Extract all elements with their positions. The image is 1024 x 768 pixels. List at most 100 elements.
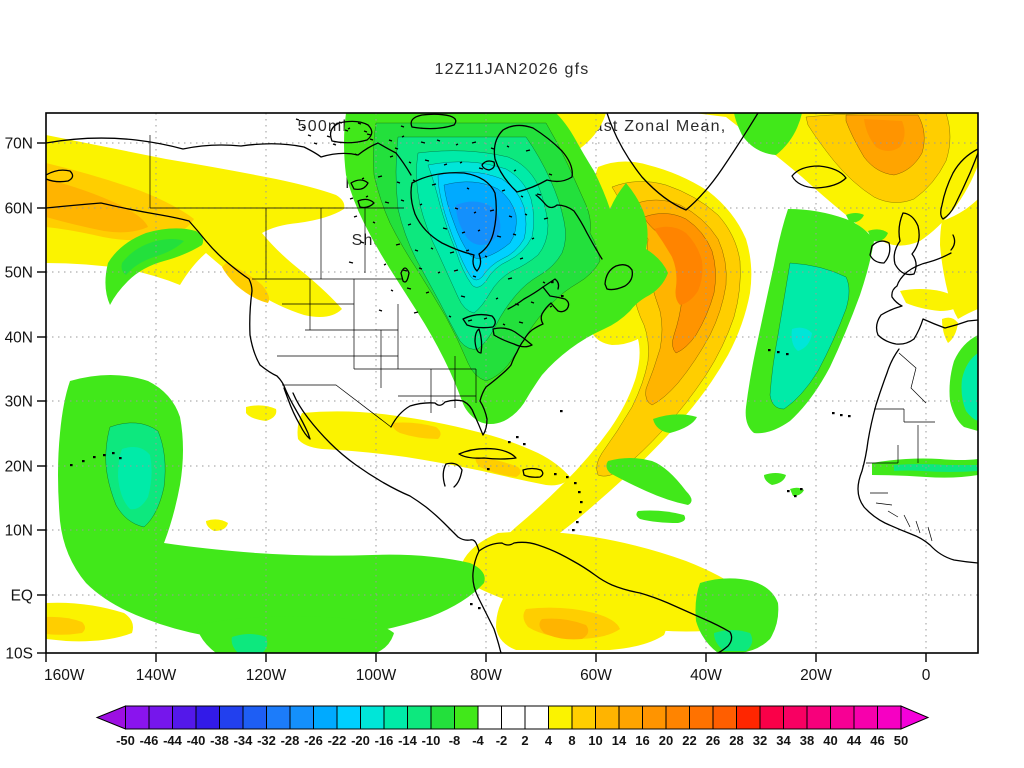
coastlines xyxy=(46,113,978,653)
island-dot xyxy=(516,436,519,439)
island-dot xyxy=(478,607,481,610)
coast-baffin-island xyxy=(493,124,573,193)
island-dot xyxy=(566,476,569,479)
island-dot xyxy=(470,603,473,606)
island-dot xyxy=(576,521,579,524)
coast-victoria-island xyxy=(329,120,373,144)
lon-tick-label: 120W xyxy=(246,667,287,684)
lat-tick-label: 30N xyxy=(5,394,33,411)
shade-atlantic-orange-core xyxy=(654,226,703,305)
colorbar-cell xyxy=(712,705,737,730)
island-dot xyxy=(832,412,835,415)
shade-europe-yellow xyxy=(900,289,964,311)
coast-hispaniola xyxy=(522,467,544,478)
coast-britain xyxy=(893,212,920,276)
coast-cuba xyxy=(458,447,517,460)
shade-sahel-teal-band xyxy=(894,464,978,472)
colorbar-label: 22 xyxy=(682,733,696,748)
shade-epacific-green xyxy=(58,375,485,642)
coast-st-lawrence xyxy=(542,278,560,290)
colorbar-legend: -50 -46 -44 -40 -38 -34 -32 -28 -26 -22 -20 -16 -14-… xyxy=(95,705,930,748)
colorbar-arrow-left xyxy=(95,705,126,730)
colorbar-cell xyxy=(360,705,385,730)
shade-canada-blue-core xyxy=(456,201,501,245)
lat-tick-label: 20N xyxy=(5,459,33,476)
island-dot xyxy=(82,460,85,463)
shade-atlantic-green-blob xyxy=(606,458,692,505)
shade-equator-left-gold xyxy=(46,616,85,635)
shade-guinea-teal xyxy=(714,630,753,651)
border-us-mexico xyxy=(282,384,392,428)
shade-nepacific-green-arc xyxy=(105,228,204,305)
shade-algeria-teal xyxy=(961,353,978,421)
colorbar-label: 10 xyxy=(588,733,602,748)
colorbar-label: 38 xyxy=(800,733,814,748)
shade-epacific-aqua xyxy=(118,447,152,510)
lat-tick-label: 60N xyxy=(5,201,33,218)
colorbar-label: -26 xyxy=(304,733,323,748)
coast-labrador xyxy=(535,194,603,260)
border-west-sahara xyxy=(866,408,935,464)
colorbar-cell xyxy=(665,705,690,730)
coast-denmark xyxy=(950,234,956,251)
lat-tick-label: 10S xyxy=(5,646,33,663)
island-dot xyxy=(579,511,582,514)
colorbar-label: 4 xyxy=(545,733,553,748)
colorbar-cell xyxy=(172,705,197,730)
colorbar-label: -22 xyxy=(328,733,347,748)
coast-iceland xyxy=(791,165,847,189)
island-dot xyxy=(580,501,583,504)
island-dot xyxy=(508,441,511,444)
shade-alaska-yellow xyxy=(46,135,345,317)
colorbar-cell xyxy=(736,705,761,730)
colorbar-label: -2 xyxy=(496,733,508,748)
island-dot xyxy=(840,414,843,417)
coast-yucatan xyxy=(442,462,463,488)
colorbar-cell xyxy=(430,705,455,730)
map-frame xyxy=(45,112,979,654)
colorbar-cell xyxy=(759,705,784,730)
lake-huron-erie-ontario xyxy=(492,327,533,348)
island-dot xyxy=(572,529,575,532)
colorbar-label: -4 xyxy=(472,733,484,748)
shade-epacific-south-teal xyxy=(231,634,268,653)
colorbar-label: 40 xyxy=(823,733,837,748)
island-dot xyxy=(848,415,851,418)
lake-michigan xyxy=(474,328,483,354)
island-dot xyxy=(70,464,73,467)
shade-east-atlantic-green-dot1 xyxy=(846,213,864,223)
graticule-dotted-grid xyxy=(46,113,978,653)
colorbar-label: 26 xyxy=(706,733,720,748)
lat-tick-label: EQ xyxy=(11,588,33,605)
coast-south-america-north xyxy=(478,541,733,653)
colorbar-label: -8 xyxy=(449,733,461,748)
lake-great-slave xyxy=(357,198,375,209)
shade-brazil-orange-spot xyxy=(539,618,589,640)
colorbar-label: -40 xyxy=(187,733,206,748)
colorbar-label: 20 xyxy=(659,733,673,748)
shade-atlantic-green-sliver1 xyxy=(653,414,697,433)
colorbar-label: 14 xyxy=(612,733,627,748)
axes-ticks-and-labels: 70N 60N 50N 40N 30N 20N 10N EQ 10S 160W 140W 120W 10… xyxy=(5,136,931,685)
island-dot xyxy=(786,353,789,356)
border-west-africa xyxy=(870,492,933,542)
coast-greenland xyxy=(606,113,759,211)
coast-hudson-bay xyxy=(410,172,497,272)
shade-nepacific-green-inner xyxy=(121,239,184,275)
colorbar-cell xyxy=(595,705,620,730)
colorbar-arrow-right xyxy=(900,705,930,730)
shade-bc-gold-spot xyxy=(222,263,270,303)
colorbar-cell xyxy=(477,705,502,730)
shade-westafrica-green-dots xyxy=(764,473,804,496)
island-dot xyxy=(560,410,563,413)
colorbar-label: -34 xyxy=(234,733,254,748)
border-provinces xyxy=(265,208,366,279)
island-dot xyxy=(800,488,803,491)
colorbar-cell xyxy=(853,705,878,730)
lat-tick-label: 10N xyxy=(5,523,33,540)
colorbar-cell xyxy=(877,705,902,730)
colorbar-label: -50 xyxy=(116,733,135,748)
coast-europe-iberia xyxy=(875,252,978,345)
lon-tick-label: 20W xyxy=(800,667,832,684)
